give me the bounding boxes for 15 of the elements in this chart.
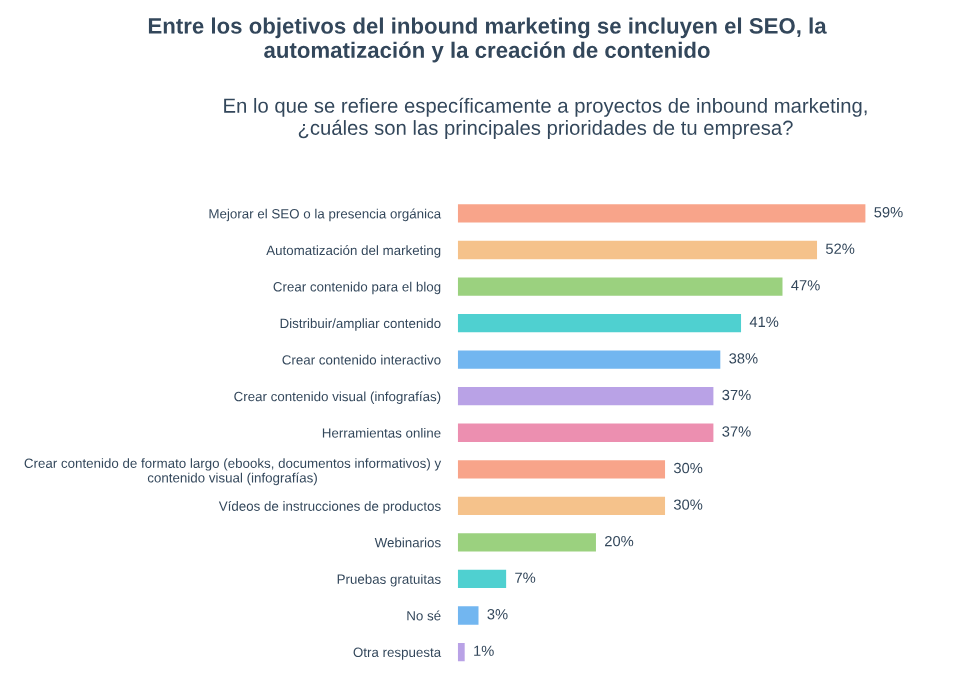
bar [457, 423, 714, 442]
bar [457, 533, 596, 552]
chart-title: Entre los objetivos del inbound marketing se incluyen el SEO, la automatización y la creación de contenido [148, 17, 827, 63]
bar [457, 387, 714, 406]
bar [457, 277, 783, 296]
bar [457, 496, 666, 515]
bar [457, 204, 866, 223]
bar [457, 350, 721, 369]
bar [457, 606, 479, 625]
bar [457, 460, 666, 479]
chart-subtitle: En lo que se refiere específicamente a proyectos de inbound marketing, ¿cuáles son las principales prioridades de tu empresa? [224, 97, 867, 139]
bar [457, 642, 465, 662]
bar [457, 240, 818, 260]
bar [457, 569, 507, 589]
bar [457, 313, 742, 333]
